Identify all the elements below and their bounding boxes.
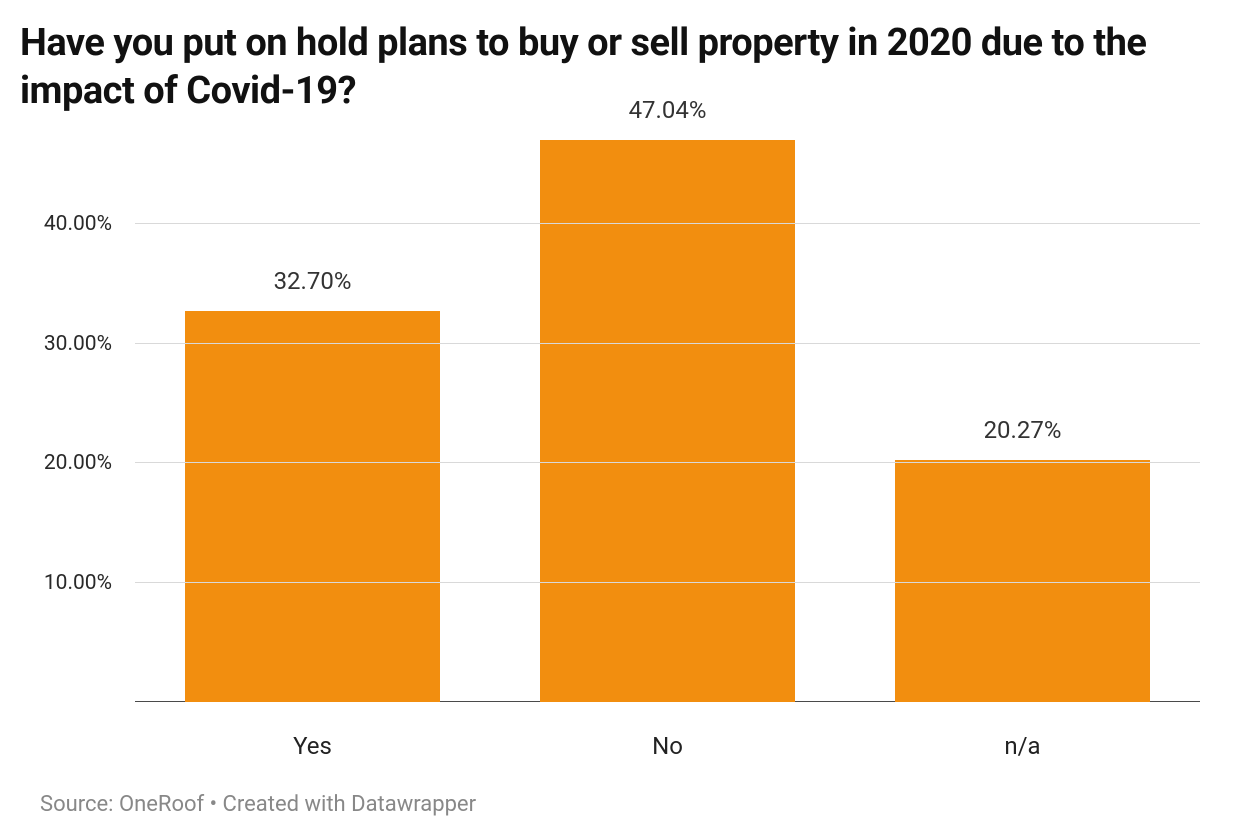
y-tick-label: 40.00%: [44, 212, 112, 236]
x-axis-labels: YesNon/a: [135, 720, 1200, 760]
y-tick-label: 10.00%: [44, 571, 112, 595]
bar-slot: 32.70%: [135, 140, 490, 702]
grid-area: 32.70% 47.04% 20.27%: [135, 140, 1200, 702]
bar-slot: 47.04%: [490, 140, 845, 702]
x-category-label: Yes: [135, 720, 490, 760]
y-axis-labels: 10.00% 20.00% 30.00% 40.00%: [20, 140, 120, 702]
chart-container: Have you put on hold plans to buy or sel…: [20, 20, 1220, 820]
plot-area: 10.00% 20.00% 30.00% 40.00% 32.70% 47.04% 20.…: [20, 140, 1220, 702]
bar-value-label: 32.70%: [274, 267, 352, 295]
bar: [540, 140, 796, 702]
y-tick-label: 30.00%: [44, 332, 112, 356]
y-tick-label: 20.00%: [44, 451, 112, 475]
bars-row: 32.70% 47.04% 20.27%: [135, 140, 1200, 702]
bar-slot: 20.27%: [845, 140, 1200, 702]
chart-title: Have you put on hold plans to buy or sel…: [20, 20, 1220, 115]
bar: [185, 311, 441, 702]
gridline: [135, 462, 1200, 463]
gridline: [135, 582, 1200, 583]
x-category-label: n/a: [845, 720, 1200, 760]
bar-value-label: 47.04%: [629, 96, 707, 124]
gridline: [135, 223, 1200, 224]
source-attribution: Source: OneRoof • Created with Datawrapp…: [40, 792, 476, 817]
bar-value-label: 20.27%: [984, 416, 1062, 444]
x-category-label: No: [490, 720, 845, 760]
gridline: [135, 343, 1200, 344]
